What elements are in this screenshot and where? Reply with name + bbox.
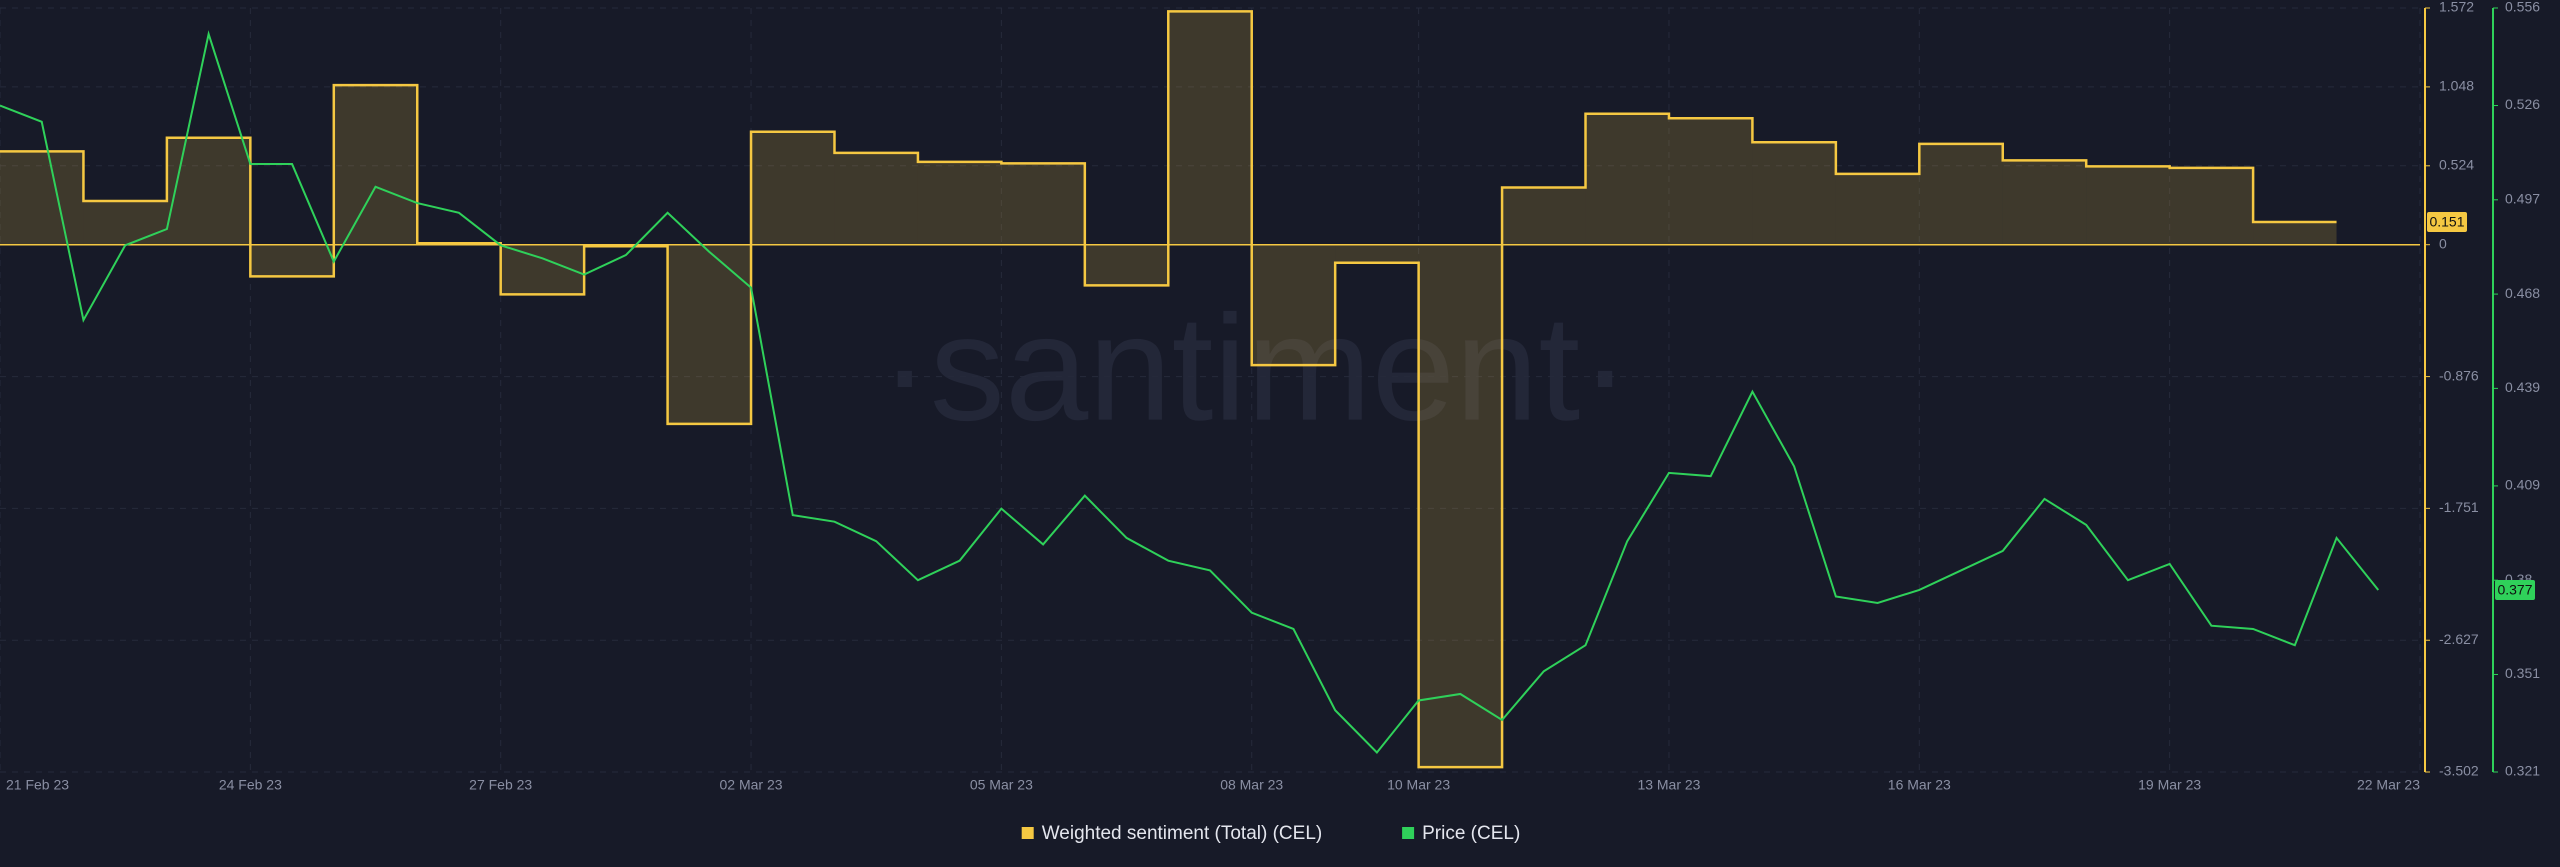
x-tick-label: 22 Mar 23 bbox=[2357, 777, 2420, 793]
sentiment-area bbox=[1251, 244, 1336, 366]
sentiment-area bbox=[1668, 118, 1753, 245]
sentiment-area bbox=[2002, 160, 2087, 245]
y2-tick-label: 0.439 bbox=[2505, 379, 2540, 395]
y2-tick-label: 0.556 bbox=[2505, 0, 2540, 15]
last-value-badge bbox=[2427, 211, 2467, 232]
y2-tick-label: 0.526 bbox=[2505, 96, 2540, 112]
sentiment-area bbox=[1752, 142, 1836, 245]
legend-label: Price (CEL) bbox=[1422, 823, 1520, 844]
x-tick-label: 19 Mar 23 bbox=[2138, 777, 2201, 793]
last-value-label: 0.151 bbox=[2429, 214, 2464, 230]
legend-swatch bbox=[1021, 827, 1034, 839]
x-tick-label: 21 Feb 23 bbox=[6, 777, 69, 793]
y2-tick-label: 0.468 bbox=[2505, 285, 2540, 301]
last-value-badge bbox=[2495, 579, 2535, 600]
y2-tick-label: 0.351 bbox=[2505, 665, 2540, 681]
x-tick-label: 10 Mar 23 bbox=[1387, 777, 1450, 793]
sentiment-area bbox=[1835, 173, 1920, 245]
sentiment-area bbox=[0, 151, 84, 245]
sentiment-area bbox=[834, 152, 918, 245]
sentiment-area bbox=[166, 137, 251, 245]
sentiment-area bbox=[1001, 163, 1085, 245]
sentiment-area bbox=[1168, 11, 1252, 245]
sentiment-area bbox=[1585, 113, 1669, 245]
y2-tick-label: 0.497 bbox=[2505, 191, 2540, 207]
x-tick-label: 13 Mar 23 bbox=[1637, 777, 1700, 793]
sentiment-area bbox=[667, 244, 752, 424]
y-tick-label: 1.048 bbox=[2439, 78, 2474, 94]
sentiment-area bbox=[333, 85, 418, 245]
price-line bbox=[0, 30, 2380, 754]
sentiment-area bbox=[250, 244, 334, 277]
sentiment-area bbox=[917, 161, 1002, 245]
y-tick-label: -2.627 bbox=[2439, 631, 2479, 647]
y-tick-label: 0 bbox=[2439, 235, 2447, 251]
sentiment-area bbox=[2086, 166, 2170, 245]
x-tick-label: 16 Mar 23 bbox=[1888, 777, 1951, 793]
x-tick-label: 08 Mar 23 bbox=[1220, 777, 1283, 793]
y-tick-label: 0.524 bbox=[2439, 157, 2474, 173]
x-tick-label: 27 Feb 23 bbox=[469, 777, 532, 793]
sentiment-area bbox=[1084, 244, 1169, 286]
watermark: ·santiment· bbox=[880, 284, 1630, 452]
sentiment-area bbox=[751, 131, 835, 245]
y-tick-label: -3.502 bbox=[2439, 763, 2479, 779]
sentiment-area bbox=[1919, 143, 2003, 245]
x-tick-label: 05 Mar 23 bbox=[970, 777, 1033, 793]
last-value-label: 0.377 bbox=[2497, 582, 2532, 598]
x-tick-label: 02 Mar 23 bbox=[720, 777, 783, 793]
sentiment-area bbox=[1335, 244, 1419, 263]
sentiment-step-line bbox=[0, 10, 2337, 769]
sentiment-area bbox=[2253, 221, 2337, 245]
y-tick-label: 1.572 bbox=[2439, 0, 2474, 15]
y-tick-label: -0.876 bbox=[2439, 367, 2479, 383]
sentiment-area bbox=[2169, 167, 2254, 245]
sentiment-area bbox=[83, 201, 167, 245]
sentiment-area bbox=[1418, 244, 1503, 768]
legend-label: Weighted sentiment (Total) (CEL) bbox=[1042, 823, 1323, 844]
x-tick-label: 24 Feb 23 bbox=[219, 777, 282, 793]
y-tick-label: -1.751 bbox=[2439, 499, 2479, 515]
legend-swatch bbox=[1402, 827, 1415, 839]
y2-tick-label: 0.409 bbox=[2505, 477, 2540, 493]
sentiment-area bbox=[1502, 187, 1586, 245]
y2-tick-label: 0.321 bbox=[2505, 763, 2540, 779]
